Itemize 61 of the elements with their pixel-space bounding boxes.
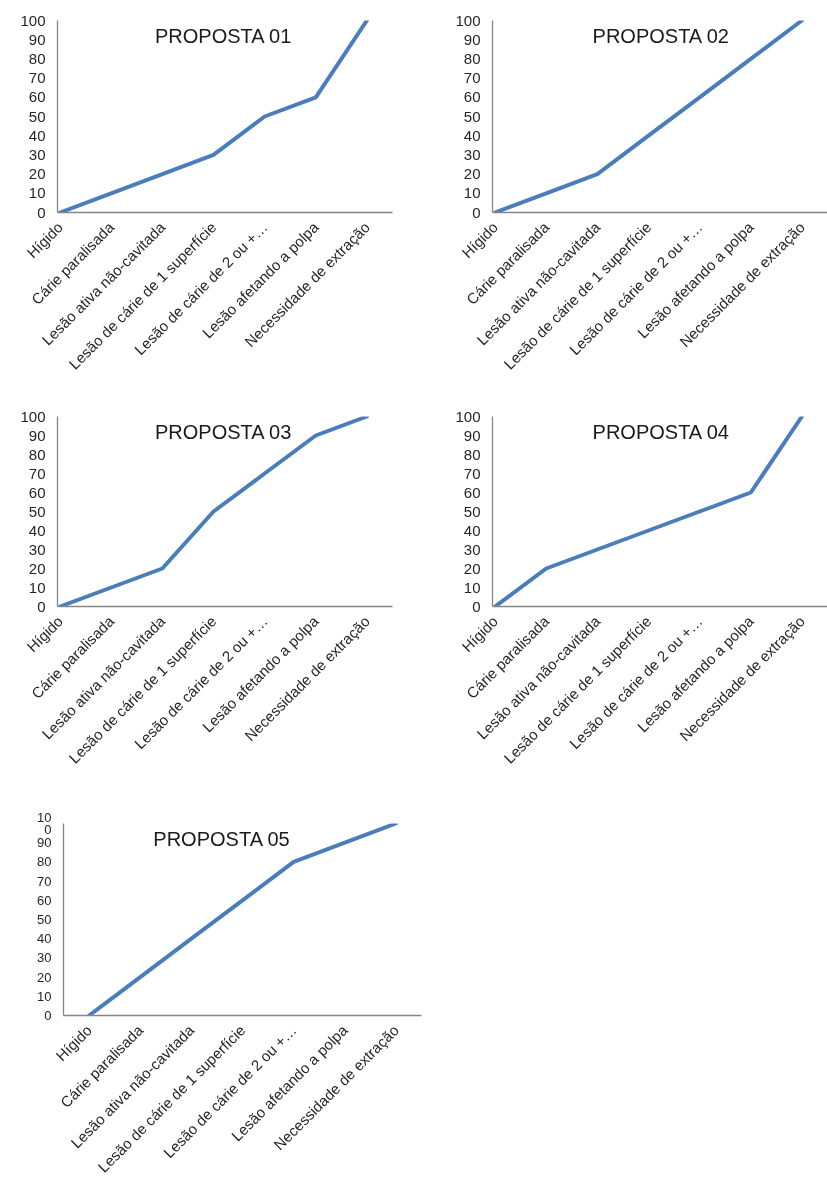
y-tick-label: 90 — [463, 426, 481, 444]
y-tick-label: 20 — [28, 559, 46, 577]
y-tick-label: 50 — [28, 502, 46, 520]
y-tick-label: 70 — [463, 464, 481, 482]
y-tick-label: 70 — [37, 873, 52, 889]
y-tick-label: 90 — [37, 835, 52, 851]
y-tick-label: 0 — [37, 203, 46, 221]
y-tick-label: 0 — [37, 597, 46, 615]
y-tick-label: 80 — [463, 49, 481, 67]
y-tick-label: 80 — [28, 49, 46, 67]
chart-title: PROPOSTA 02 — [592, 24, 729, 47]
y-tick-label: 0 — [472, 203, 481, 221]
y-tick-label: 60 — [28, 483, 46, 501]
y-tick-label: 40 — [463, 126, 481, 144]
y-tick-label: 80 — [28, 445, 46, 463]
y-tick-label: 40 — [463, 521, 481, 539]
y-tick-label: 10 0 — [37, 809, 52, 838]
y-tick-label: 100 — [20, 11, 46, 29]
line-series — [87, 823, 398, 1016]
y-tick-label: 0 — [472, 597, 481, 615]
y-tick-label: 80 — [37, 854, 52, 870]
y-tick-label: 50 — [28, 107, 46, 125]
y-tick-label: 70 — [463, 69, 481, 87]
y-tick-label: 10 — [28, 184, 46, 202]
y-tick-label: 0 — [44, 1008, 52, 1023]
y-tick-label: 30 — [463, 540, 481, 558]
y-tick-label: 70 — [28, 464, 46, 482]
chart-title: PROPOSTA 04 — [592, 420, 729, 443]
y-tick-label: 30 — [28, 145, 46, 163]
y-tick-label: 100 — [455, 407, 481, 425]
y-tick-label: 60 — [463, 483, 481, 501]
chart-title: PROPOSTA 05 — [153, 827, 290, 850]
y-tick-label: 60 — [37, 892, 52, 908]
y-tick-label: 100 — [20, 407, 46, 425]
y-tick-label: 80 — [463, 445, 481, 463]
y-tick-label: 100 — [455, 11, 481, 29]
y-tick-label: 60 — [463, 88, 481, 106]
y-tick-label: 40 — [28, 126, 46, 144]
chart-title: PROPOSTA 03 — [155, 420, 292, 443]
y-tick-label: 40 — [28, 521, 46, 539]
y-tick-label: 40 — [37, 931, 52, 947]
y-tick-label: 50 — [463, 502, 481, 520]
y-tick-label: 10 — [28, 578, 46, 596]
y-tick-label: 30 — [37, 950, 52, 966]
y-tick-label: 50 — [37, 912, 52, 927]
y-tick-label: 50 — [463, 107, 481, 125]
y-tick-label: 30 — [28, 540, 46, 558]
y-tick-label: 20 — [28, 165, 46, 183]
y-tick-label: 70 — [28, 69, 46, 87]
y-tick-label: 10 — [37, 988, 52, 1004]
y-tick-label: 30 — [463, 145, 481, 163]
y-tick-label: 90 — [28, 30, 46, 48]
y-tick-label: 90 — [463, 30, 481, 48]
chart-title: PROPOSTA 01 — [155, 24, 292, 47]
y-tick-label: 90 — [28, 426, 46, 444]
y-tick-label: 20 — [37, 969, 52, 985]
y-tick-label: 60 — [28, 88, 46, 106]
y-tick-label: 10 — [463, 184, 481, 202]
y-tick-label: 20 — [463, 559, 481, 577]
y-tick-label: 10 — [463, 578, 481, 596]
y-tick-label: 20 — [463, 165, 481, 183]
